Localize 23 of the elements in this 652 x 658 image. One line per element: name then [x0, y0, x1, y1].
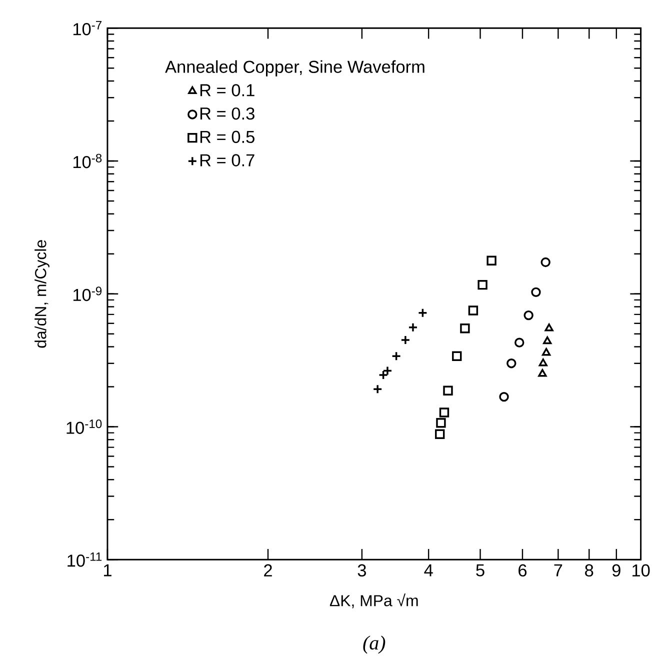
y-tick-label: 10$^{-11}$ — [68, 552, 102, 567]
y-tick-label: 10$^{-8}$ — [73, 154, 102, 168]
x-tick-label: 8 — [585, 564, 594, 577]
y-axis-title: da/dN, m/Cycle — [34, 240, 50, 348]
x-tick-label: 5 — [476, 564, 484, 576]
legend-title: Annealed Copper, Sine Waveform — [165, 60, 424, 76]
x-tick-label: 6 — [518, 564, 527, 577]
x-tick-label: 7 — [554, 564, 562, 576]
legend-label: R = 0.3 — [200, 107, 254, 120]
y-tick-label: 10$^{-10}$ — [66, 420, 102, 434]
legend-label: R = 0.1 — [200, 84, 254, 96]
legend-label: R = 0.5 — [200, 130, 254, 144]
y-tick-label: 10$^{-9}$ — [73, 286, 102, 302]
x-axis-title: ΔK, MPa √m — [330, 594, 418, 608]
text: (a) — [363, 636, 386, 654]
x-tick-label: 3 — [358, 564, 366, 577]
x-tick-label: 4 — [424, 564, 433, 576]
legend-label: R = 0.7 — [200, 154, 254, 166]
x-tick-label: 2 — [264, 564, 272, 576]
y-tick-label: 10$^{-7}$ — [73, 21, 102, 36]
x-tick-label: 9 — [612, 564, 620, 577]
x-tick-label: 10 — [632, 564, 650, 577]
x-tick-label: 1 — [104, 564, 112, 576]
